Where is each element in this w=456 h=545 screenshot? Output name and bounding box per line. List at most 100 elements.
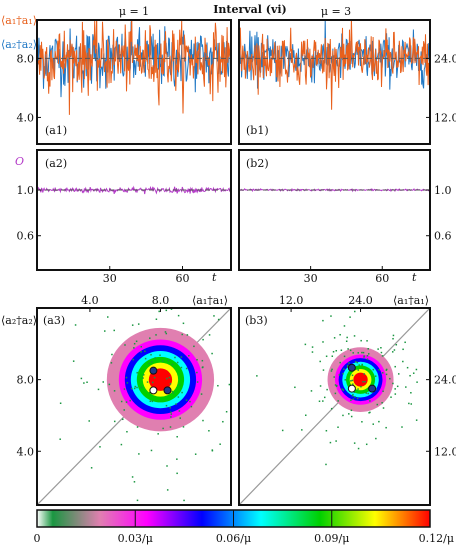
scatter-point-b3 bbox=[352, 383, 354, 385]
scatter-point-a3 bbox=[257, 427, 259, 429]
mu-label-right: μ = 3 bbox=[321, 5, 351, 18]
scatter-point-b3 bbox=[334, 384, 337, 386]
scatter-point-a3 bbox=[174, 356, 176, 359]
scatter-point-a3 bbox=[170, 308, 173, 310]
scatter-point-a3 bbox=[97, 388, 100, 391]
scatter-point-a3 bbox=[108, 383, 111, 386]
ytick-label-a1-0: 4.0 bbox=[17, 111, 35, 124]
scatter-point-b3 bbox=[351, 379, 354, 382]
scatter-point-b3 bbox=[358, 364, 360, 366]
scatter-point-a3 bbox=[111, 353, 113, 356]
scatter-point-b3 bbox=[342, 414, 344, 417]
series-line-b1-1 bbox=[239, 20, 430, 110]
scatter-point-b3 bbox=[333, 337, 336, 339]
scatter-point-b3 bbox=[391, 351, 394, 353]
ytick-label-b1-1: 24.0 bbox=[434, 52, 456, 65]
scatter-point-b3 bbox=[353, 442, 356, 444]
scatter-point-b3 bbox=[305, 414, 307, 417]
scatter-point-a3 bbox=[208, 334, 211, 336]
scatter-point-b3 bbox=[281, 429, 284, 432]
scatter-point-a3 bbox=[136, 386, 138, 389]
scatter-point-a3 bbox=[136, 426, 139, 428]
scatter-point-a3 bbox=[228, 383, 231, 386]
scatter-point-b3 bbox=[410, 392, 412, 394]
axis-label-a2-density: ⟨a₂†a₂⟩ bbox=[1, 314, 37, 327]
scatter-point-b3 bbox=[437, 389, 439, 391]
scatter-point-b3 bbox=[353, 310, 356, 313]
figure-title: Interval (vi) bbox=[213, 3, 287, 16]
scatter-point-b3 bbox=[389, 377, 391, 380]
scatter-point-b3 bbox=[406, 366, 409, 369]
scatter-point-a3 bbox=[202, 338, 204, 341]
xtick-label-b3-1: 24.0 bbox=[348, 294, 373, 307]
scatter-point-a3 bbox=[188, 354, 190, 357]
scatter-point-b3 bbox=[357, 447, 360, 450]
panel-b3: (b3) bbox=[238, 307, 439, 506]
scatter-point-a3 bbox=[133, 347, 135, 349]
panel-a1: (a1) bbox=[36, 19, 232, 145]
scatter-point-a3 bbox=[120, 400, 123, 403]
axis-label-a1-density-right: ⟨a₁†a₁⟩ bbox=[393, 294, 429, 307]
scatter-point-a3 bbox=[225, 410, 228, 413]
scatter-point-a3 bbox=[176, 458, 178, 460]
scatter-point-a3 bbox=[140, 346, 143, 348]
scatter-point-a3 bbox=[169, 383, 172, 385]
scatter-point-a3 bbox=[200, 393, 203, 395]
scatter-point-a3 bbox=[154, 357, 156, 359]
xtick-label-b3-0: 12.0 bbox=[279, 294, 304, 307]
ytick-label-b2-0: 0.6 bbox=[434, 230, 452, 243]
scatter-point-b3 bbox=[392, 382, 394, 385]
scatter-point-b3 bbox=[365, 443, 368, 446]
scatter-point-a3 bbox=[234, 381, 236, 383]
scatter-point-b3 bbox=[338, 374, 341, 376]
colorbar-tick-label-2: 0.06/μ bbox=[216, 532, 251, 545]
scatter-point-a3 bbox=[110, 362, 113, 364]
scatter-point-a3 bbox=[126, 430, 128, 433]
scatter-point-b3 bbox=[330, 407, 333, 410]
scatter-point-a3 bbox=[150, 353, 152, 356]
scatter-point-a3 bbox=[151, 400, 154, 403]
scatter-point-a3 bbox=[120, 443, 123, 446]
scatter-point-a3 bbox=[144, 357, 147, 360]
scatter-point-a3 bbox=[113, 390, 116, 392]
scatter-point-b3 bbox=[319, 360, 321, 363]
series-label-O: O bbox=[15, 155, 24, 168]
scatter-point-a3 bbox=[190, 405, 193, 408]
scatter-point-a3 bbox=[126, 382, 129, 384]
colorbar-tick-label-1: 0.03/μ bbox=[118, 532, 153, 545]
scatter-point-b3 bbox=[410, 403, 413, 405]
scatter-point-b3 bbox=[256, 375, 258, 377]
marker-a3-1 bbox=[163, 386, 172, 395]
ytick-label-a2-1: 1.0 bbox=[17, 184, 35, 197]
scatter-point-b3 bbox=[409, 374, 411, 377]
scatter-point-b3 bbox=[385, 426, 387, 429]
scatter-point-a3 bbox=[131, 476, 134, 478]
scatter-point-b3 bbox=[323, 396, 326, 399]
scatter-point-b3 bbox=[322, 400, 324, 402]
scatter-point-a3 bbox=[164, 331, 167, 333]
axis-ticks: 4.0 8.0 12.0 24.0 0.6 1.0 30 60 0.6 1.0 30 60 4.0 4.0… bbox=[17, 52, 456, 458]
scatter-point-a3 bbox=[121, 418, 124, 421]
scatter-point-a3 bbox=[113, 420, 116, 423]
axis-label-a1-density-left: ⟨a₁†a₁⟩ bbox=[192, 294, 228, 307]
scatter-point-b3 bbox=[415, 368, 418, 371]
scatter-point-b3 bbox=[319, 385, 322, 387]
scatter-point-a3 bbox=[279, 324, 281, 326]
scatter-point-b3 bbox=[356, 397, 359, 400]
xtick-label-a2-1: 60 bbox=[176, 272, 190, 285]
scatter-point-b3 bbox=[337, 426, 339, 428]
scatter-point-a3 bbox=[140, 351, 142, 353]
scatter-point-b3 bbox=[346, 366, 349, 368]
scatter-point-a3 bbox=[104, 330, 106, 332]
scatter-point-b3 bbox=[311, 346, 314, 348]
scatter-point-a3 bbox=[176, 472, 178, 475]
scatter-point-b3 bbox=[294, 386, 296, 389]
scatter-point-b3 bbox=[333, 376, 335, 378]
scatter-point-b3 bbox=[402, 348, 404, 351]
scatter-point-a3 bbox=[165, 404, 168, 407]
panel-label-a1: (a1) bbox=[45, 124, 67, 137]
scatter-point-a3 bbox=[162, 427, 164, 430]
scatter-point-b3 bbox=[401, 426, 403, 428]
scatter-point-b3 bbox=[334, 392, 337, 395]
